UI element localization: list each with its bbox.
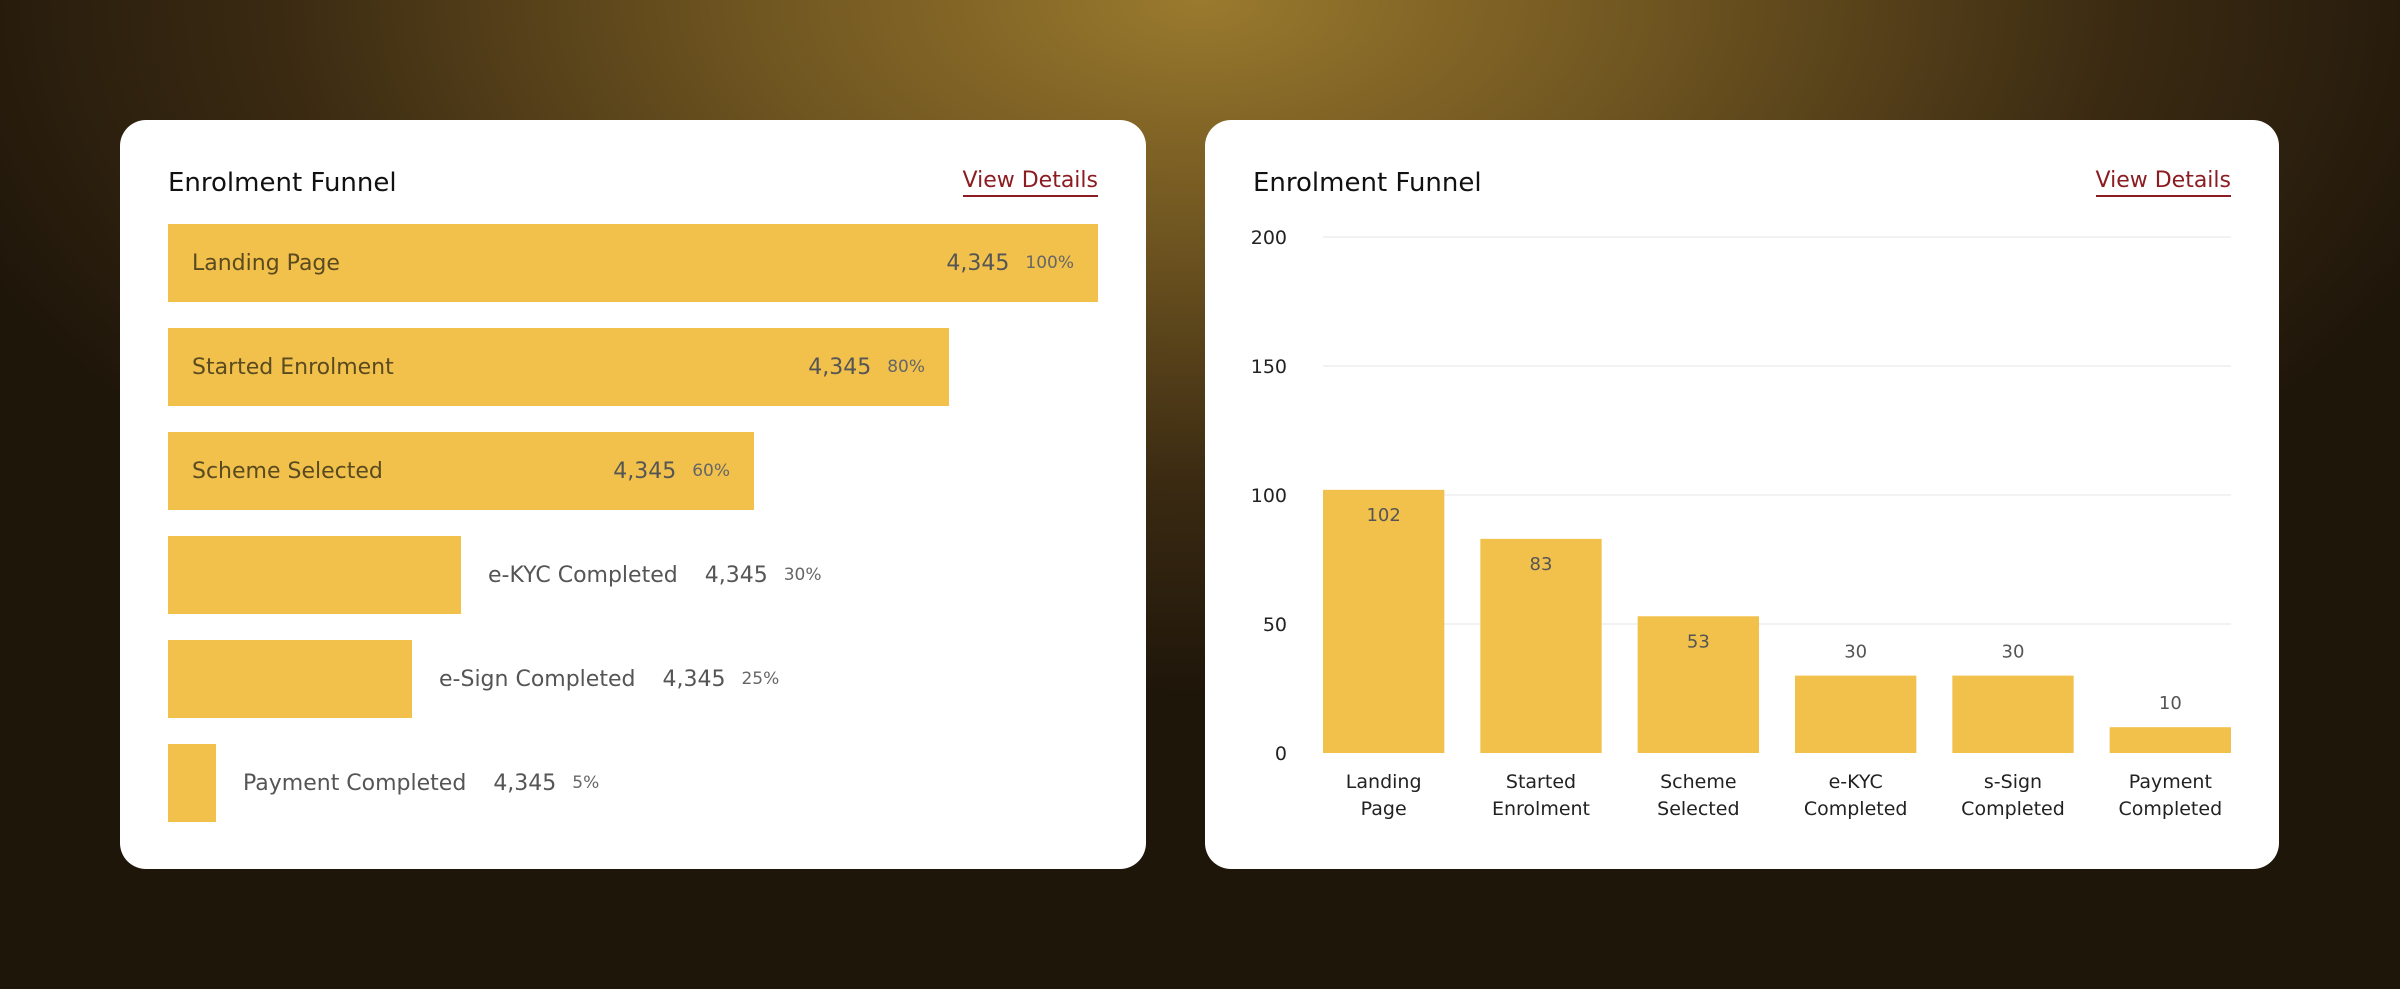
y-tick-label: 200 [1251,227,1287,249]
x-category-label: s-Sign [1984,771,2042,793]
data-label: 83 [1530,554,1553,575]
y-tick-label: 150 [1251,356,1287,378]
x-category-label: Page [1361,798,1407,820]
funnel-bar: Scheme Selected 4,345 60% [168,432,754,510]
card-title: Enrolment Funnel [168,168,397,198]
funnel-chart-card: Enrolment Funnel View Details 0 50 100 150 2… [1205,120,2279,869]
funnel-stage-percent: 80% [887,357,925,377]
y-tick-label: 100 [1251,485,1287,507]
funnel-stage-label: Started Enrolment [192,354,394,380]
bar [1795,675,1917,753]
funnel-bar: Landing Page 4,345 100% [168,224,1098,302]
funnel-stage-percent: 5% [572,773,600,793]
funnel-stage-count: 4,345 [493,770,557,796]
funnel-bar [168,640,412,718]
x-category-label: Completed [1804,798,1908,820]
funnel-stage-label: e-Sign Completed [439,666,636,692]
funnel-bar [168,536,461,614]
x-category-label: Payment [2129,771,2212,793]
funnel-stage-label: Scheme Selected [192,458,383,484]
funnel-bars: Landing Page 4,345 100% Started Enrolment 4,… [168,224,1098,848]
y-tick-label: 50 [1263,614,1287,636]
funnel-stage-label: e-KYC Completed [488,562,678,588]
funnel-bar [168,744,216,822]
bar-chart: 0 50 100 150 200 102 Landing Page 83 Started Enrol… [1251,227,2231,820]
funnel-row-text: e-KYC Completed 4,345 30% [488,563,821,588]
funnel-stage-count: 4,345 [946,250,1010,276]
x-category-label: Completed [2119,798,2223,820]
data-label: 30 [2002,642,2025,663]
view-details-link[interactable]: View Details [2095,168,2231,197]
funnel-stage-percent: 30% [783,565,822,585]
card-title: Enrolment Funnel [1253,168,1482,198]
funnel-stage-count: 4,345 [613,458,677,484]
funnel-row: Started Enrolment 4,345 80% [168,328,1098,406]
bar [1480,538,1602,753]
funnel-stage-percent: 100% [1025,253,1074,273]
funnel-stage-percent: 25% [741,669,780,689]
y-tick-label: 0 [1275,743,1287,765]
funnel-row: Landing Page 4,345 100% [168,224,1098,302]
bar [1637,616,1759,753]
funnel-bar: Started Enrolment 4,345 80% [168,328,949,406]
data-label: 30 [1844,642,1867,663]
x-category-label: Landing [1346,771,1422,793]
funnel-row-text: Scheme Selected 4,345 60% [192,432,730,510]
bar [2109,727,2231,753]
bar [1323,489,1445,753]
data-label: 53 [1687,631,1710,652]
bar [1952,675,2074,753]
funnel-row-text: Payment Completed 4,345 5% [243,771,599,796]
funnel-row-text: Started Enrolment 4,345 80% [192,328,925,406]
x-category-label: Selected [1657,798,1739,820]
funnel-row-text: e-Sign Completed 4,345 25% [439,667,779,692]
x-category-label: Completed [1961,798,2065,820]
x-category-label: Enrolment [1492,798,1590,820]
x-category-label: Started [1506,771,1576,793]
view-details-link[interactable]: View Details [962,168,1098,197]
funnel-stage-label: Payment Completed [243,770,467,796]
funnel-stage-percent: 60% [692,461,730,481]
funnel-row: Scheme Selected 4,345 60% [168,432,1098,510]
funnel-row-text: Landing Page 4,345 100% [192,224,1074,302]
funnel-stage-count: 4,345 [662,666,726,692]
funnel-row: e-Sign Completed 4,345 25% [168,640,1098,718]
funnel-stage-label: Landing Page [192,250,340,276]
funnel-row: e-KYC Completed 4,345 30% [168,536,1098,614]
funnel-stage-count: 4,345 [704,562,768,588]
funnel-stage-count: 4,345 [808,354,872,380]
data-label: 102 [1366,505,1400,526]
funnel-row: Payment Completed 4,345 5% [168,744,1098,822]
funnel-card: Enrolment Funnel View Details Landing Pa… [120,120,1146,869]
x-category-label: Scheme [1660,771,1736,793]
data-label: 10 [2159,693,2182,714]
x-category-label: e-KYC [1829,771,1883,793]
